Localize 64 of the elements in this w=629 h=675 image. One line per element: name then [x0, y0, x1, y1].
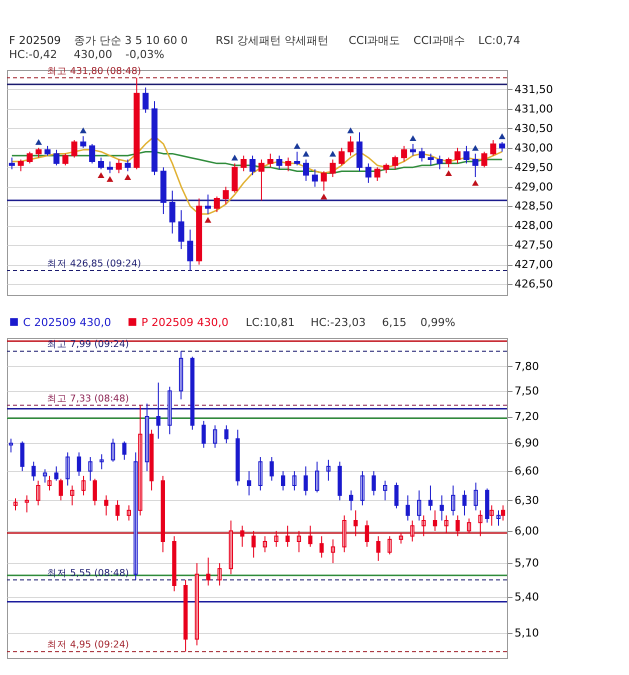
candlestick [204, 194, 211, 215]
text: LC:0,74 [478, 34, 520, 47]
y-tick-label: 6,60 [514, 464, 539, 478]
point [294, 143, 300, 149]
ref-line-label: 최고 431,80 (08:48) [47, 66, 142, 77]
y-tick-label: 427,00 [514, 258, 553, 272]
y-tick-label: 426,50 [514, 278, 553, 291]
y-tick-label: 428,00 [514, 219, 553, 232]
ref-line-label: 최고 7,33 (08:48) [47, 393, 129, 404]
point [35, 139, 42, 145]
y-tick-label: 6,00 [514, 524, 539, 538]
ref-line-label: 최저 426,85 (09:24) [47, 258, 142, 270]
point [410, 135, 416, 142]
y-tick-label: 6,30 [514, 494, 539, 507]
y-tick-label: 5,10 [514, 626, 539, 640]
y-tick-label: 7,50 [514, 384, 539, 398]
text: HC:-0,42 [9, 48, 58, 61]
candlestick [106, 160, 113, 174]
point [472, 180, 479, 186]
point [124, 174, 132, 180]
text: 6,15 [382, 316, 406, 329]
candlestick [428, 153, 434, 166]
text: LC:10,81 [246, 316, 295, 329]
point [320, 194, 328, 200]
legend-label: P 202509 430,0 [141, 316, 229, 329]
y-tick-label: 5,70 [514, 556, 539, 570]
point [472, 144, 479, 151]
chart-title: F 202509 [9, 34, 61, 47]
point [106, 176, 114, 182]
y-tick-label: 428,50 [514, 200, 553, 213]
y-tick-label: 431,50 [514, 82, 553, 96]
y-tick-label: 7,20 [514, 410, 539, 424]
ref-line-label: 최저 4,95 (09:24) [47, 640, 129, 651]
point [498, 133, 506, 140]
point [231, 154, 238, 160]
point [329, 150, 336, 157]
y-tick-label: 429,00 [514, 180, 553, 194]
y-tick-label: 430,00 [514, 141, 553, 154]
text: HC:-23,03 [310, 316, 366, 329]
text: CCI과매수 [413, 34, 466, 47]
point [80, 127, 87, 134]
ref-line-label: 최고 7,99 (09:24) [47, 339, 129, 350]
legend-label: C 202509 430,0 [23, 316, 112, 329]
candlestick [294, 151, 300, 166]
text: 0,99% [420, 316, 456, 329]
y-tick-label: 427,50 [514, 238, 553, 252]
y-tick-label: 429,50 [514, 160, 553, 174]
text: CCI과매도 [348, 34, 400, 47]
candlestick [8, 157, 15, 170]
y-tick-label: 7,80 [514, 360, 539, 373]
text: 430,00 [74, 48, 112, 61]
text: 종가 단순 3 5 10 60 0 [74, 34, 188, 47]
point [98, 172, 104, 178]
text: RSI 강세패턴 약세패턴 [216, 34, 328, 47]
point [347, 127, 354, 134]
text: -0,03% [125, 48, 164, 61]
line-series [11, 135, 503, 215]
y-tick-label: 431,00 [514, 102, 553, 116]
point [302, 150, 310, 157]
y-tick-label: 430,50 [514, 122, 553, 135]
y-tick-label: 5,40 [514, 590, 539, 604]
y-tick-label: 6,90 [514, 436, 539, 450]
point [445, 170, 452, 176]
point [204, 216, 212, 223]
